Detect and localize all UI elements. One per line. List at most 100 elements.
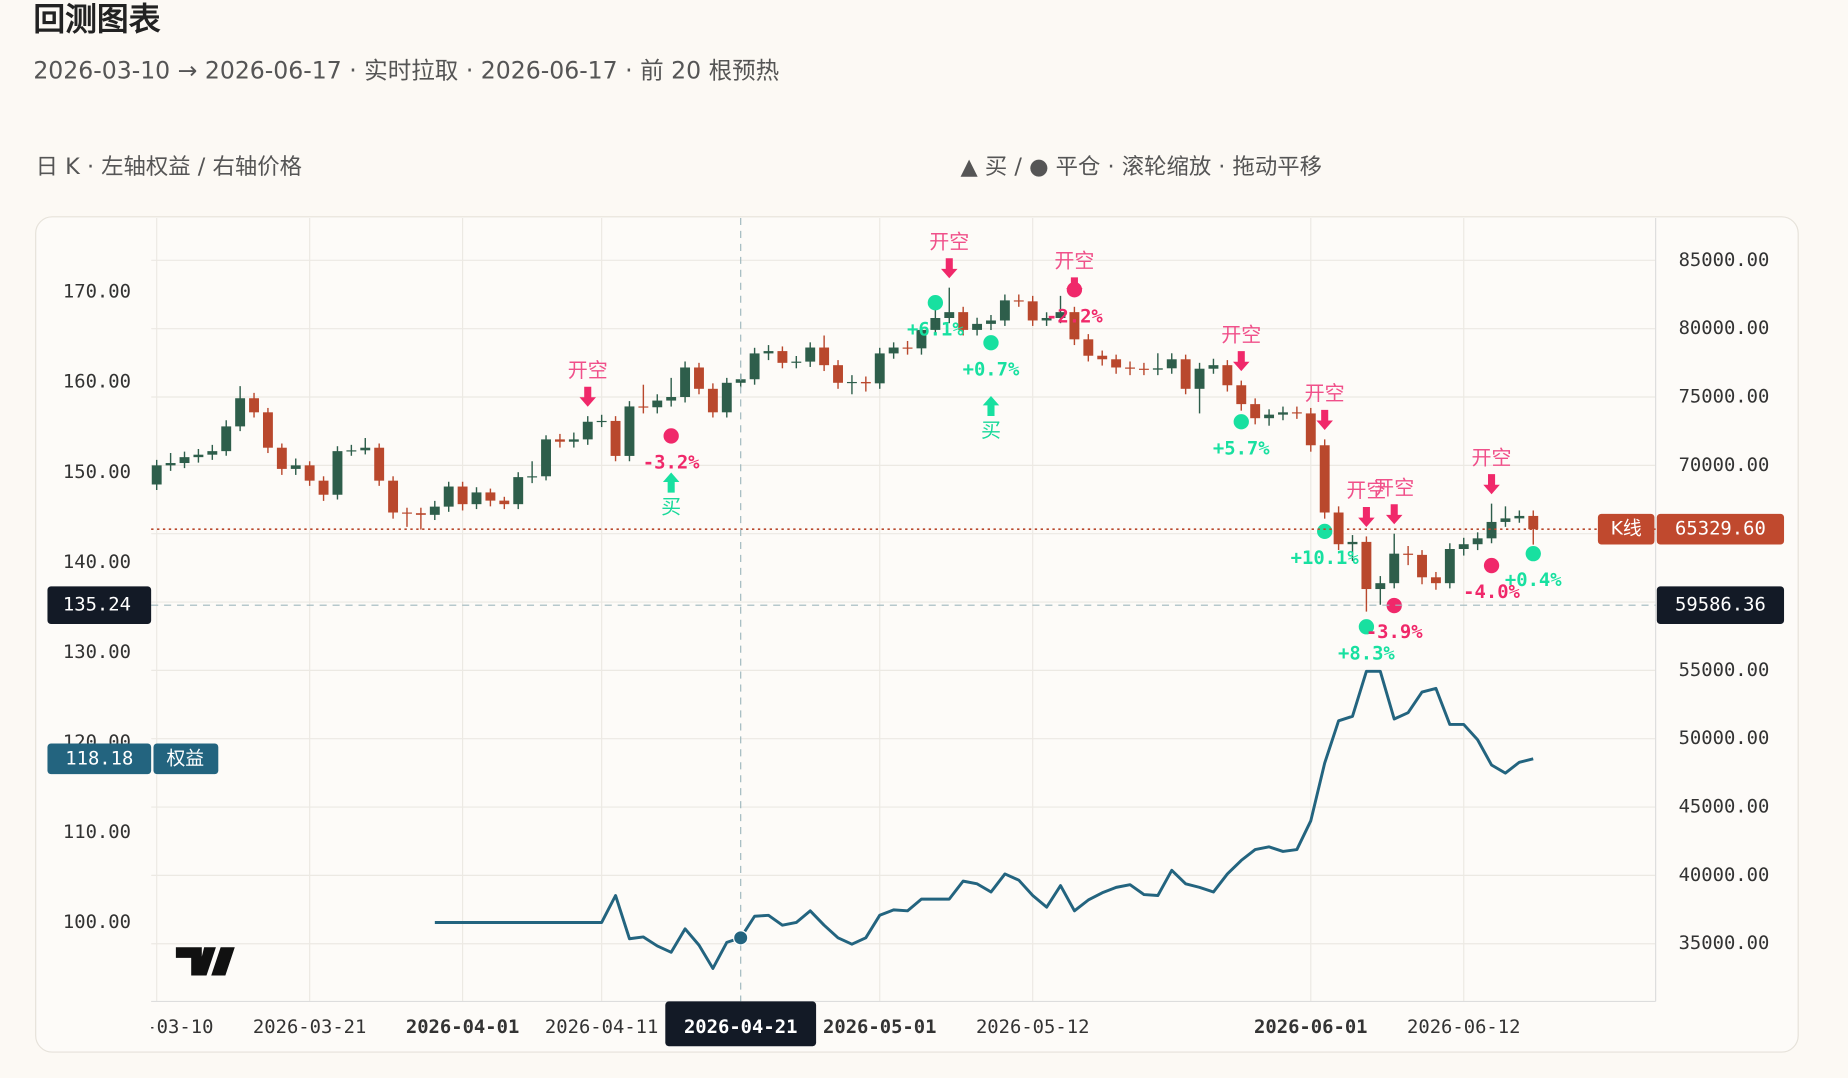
candle-body [860, 381, 871, 384]
candle-body [151, 465, 162, 485]
candle-body [415, 513, 426, 515]
candle-body [1250, 404, 1261, 419]
close-marker [1386, 597, 1402, 614]
candle-body [1319, 445, 1330, 513]
candle-body [1152, 368, 1163, 370]
candle-body [777, 351, 788, 363]
close-marker [1233, 414, 1249, 430]
candle-body [1305, 413, 1316, 446]
title: 回测图表 [33, 1, 160, 38]
candle-body [749, 353, 760, 380]
short-label: 开空 [1221, 322, 1261, 346]
candle-body [262, 412, 273, 448]
candle-body [304, 465, 315, 481]
candle-body [791, 361, 802, 363]
candle-body [1291, 412, 1302, 414]
candle-body [1403, 553, 1414, 555]
short-label: 开空 [1305, 381, 1345, 405]
candle-body [1055, 312, 1066, 319]
grid [151, 217, 1656, 1002]
candle-body [554, 439, 565, 442]
y2-tick-label: 70000.00 [1679, 455, 1770, 476]
close-marker [663, 428, 679, 444]
candle-body [582, 421, 593, 440]
candle-body [1486, 521, 1497, 539]
x-tick-label: 2026-05-01 [823, 1017, 936, 1038]
candle-body [721, 382, 732, 413]
candle-body [457, 486, 468, 505]
close-marker [983, 335, 999, 351]
last-price-tag [1656, 513, 1785, 545]
short-arrow [941, 258, 958, 279]
candle-body [1472, 538, 1483, 545]
candle-body [1222, 365, 1233, 386]
candle-body [429, 506, 440, 515]
candle-body [1041, 318, 1052, 321]
candle-body [1125, 367, 1135, 369]
candle-body [819, 347, 830, 366]
candle-body [1528, 515, 1539, 530]
candle-body [888, 347, 899, 354]
marker-layer: 开空 -3.2% 买 +6.1% 开空 +0.7% 买 -2.2% 开空 +5.7% 开空 +10.1… [568, 229, 1563, 664]
candle-body [999, 300, 1010, 321]
y2-tick-label: 55000.00 [1679, 660, 1770, 681]
candle-body [207, 451, 218, 455]
crosshair-y-label: 135.24 [63, 595, 131, 616]
crosshair-y-tag [47, 586, 152, 625]
buy-label: 买 [981, 418, 1001, 442]
candle-body [1069, 312, 1080, 340]
candle-body [638, 406, 649, 408]
close-label: +0.7% [963, 359, 1020, 380]
last-price-name: K线 [1611, 518, 1642, 540]
y2-tick-label: 40000.00 [1679, 865, 1770, 886]
candle-body [541, 439, 551, 477]
candle-body [1389, 553, 1400, 584]
equity-name-tag [153, 743, 219, 775]
candle-body [735, 379, 746, 383]
equity-value-tag [47, 743, 152, 775]
candle-body [374, 447, 385, 481]
candle-body [1361, 541, 1372, 590]
candle-layer [151, 287, 1539, 612]
short-arrow [1316, 409, 1333, 430]
candle-body [763, 351, 774, 354]
candle-body [652, 400, 663, 408]
crosshair-y2-tag [1656, 586, 1785, 625]
x-tick-label: 2026-03-10 [100, 1017, 213, 1038]
candle-body [402, 512, 412, 514]
y2-tick-label: 50000.00 [1679, 728, 1770, 749]
candle-body [1097, 355, 1108, 360]
candle-body [1375, 583, 1386, 590]
short-arrow [1358, 506, 1375, 528]
candle-body [596, 420, 607, 423]
candle-body [318, 480, 329, 495]
candle-body [1458, 544, 1469, 550]
candle-body [874, 353, 885, 384]
candle-body [972, 323, 983, 330]
candle-body [916, 329, 927, 349]
close-label: +0.4% [1505, 570, 1562, 591]
candle-body [443, 486, 454, 507]
y-tick-label: 160.00 [63, 372, 131, 393]
y2-tick-label: 45000.00 [1679, 797, 1770, 818]
candle-body [276, 447, 287, 469]
candle-body [1180, 359, 1191, 389]
close-label: -4.0% [1463, 582, 1520, 603]
candle-body [1514, 515, 1525, 519]
candle-body [680, 367, 691, 398]
close-marker [1317, 523, 1333, 540]
candle-body [332, 451, 343, 495]
buy-arrow [662, 472, 680, 493]
candle-body [1236, 385, 1247, 405]
candle-body [666, 397, 677, 401]
crosshair-y2-label: 59586.36 [1675, 595, 1766, 616]
short-label: 开空 [1374, 475, 1414, 499]
axis-note: 日 K · 左轴权益 / 右轴价格 [36, 154, 302, 180]
x-axis: 2026-03-10 2026-03-21 2026-04-01 2026-04-11… [100, 1017, 1520, 1038]
tags: K线 65329.60 135.24 59586.36 2026-04-21 118.18… [47, 217, 1785, 1047]
y2-tick-label: 35000.00 [1679, 933, 1770, 954]
candle-body [290, 465, 301, 469]
equity-name: 权益 [166, 747, 204, 769]
crosshair-x-label: 2026-04-21 [684, 1017, 797, 1038]
candle-body [165, 463, 176, 466]
